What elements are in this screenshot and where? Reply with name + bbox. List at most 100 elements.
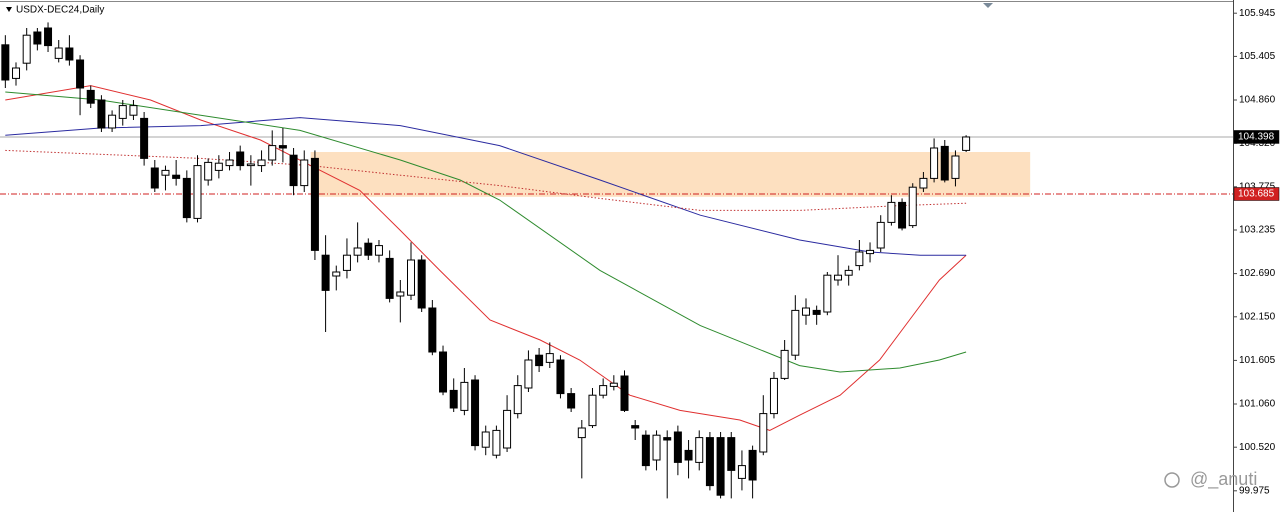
watermark-icon xyxy=(1164,472,1180,488)
candle-body xyxy=(76,59,85,89)
candle-body xyxy=(567,393,576,409)
candle-body xyxy=(652,434,661,461)
candle-body xyxy=(65,47,74,61)
candle-body xyxy=(513,385,522,415)
y-tick-label: 104.860 xyxy=(1239,95,1276,106)
candle-body xyxy=(374,245,383,256)
candle-body xyxy=(556,359,565,395)
candle-body xyxy=(225,159,234,167)
candle-body xyxy=(289,154,298,187)
ma-line xyxy=(5,117,967,256)
candle-body xyxy=(780,349,789,379)
candle-body xyxy=(204,161,213,181)
y-tick-label: 103.775 xyxy=(1239,181,1276,192)
candle-body xyxy=(193,165,202,219)
ma-line xyxy=(5,85,967,431)
candle-body xyxy=(300,159,309,187)
candle-body xyxy=(97,99,106,129)
candle-body xyxy=(695,437,704,463)
last-price-box xyxy=(1233,130,1280,144)
candle-body xyxy=(951,155,960,179)
candle-body xyxy=(855,251,864,267)
candle-body xyxy=(342,254,351,271)
candle-body xyxy=(460,381,469,411)
candle-body xyxy=(930,147,939,179)
candle-body xyxy=(86,89,95,104)
candle-body xyxy=(22,34,31,64)
last-price-label: 104.398 xyxy=(1238,132,1275,143)
candle-body xyxy=(844,269,853,276)
candle-body xyxy=(257,159,266,167)
candle-body xyxy=(705,437,714,487)
candle-body xyxy=(887,201,896,223)
candle-body xyxy=(1,44,10,81)
candle-body xyxy=(588,394,597,427)
candle-body xyxy=(449,389,458,409)
candle-body xyxy=(940,145,949,181)
ma-line xyxy=(5,149,967,211)
candle-body xyxy=(140,117,149,159)
candle-body xyxy=(834,274,843,281)
candle-body xyxy=(310,157,319,251)
candle-body xyxy=(908,186,917,227)
candle-body xyxy=(663,437,672,441)
plot xyxy=(0,22,1233,499)
candle-body xyxy=(769,377,778,415)
candle-body xyxy=(673,431,682,463)
candle-body xyxy=(150,167,159,189)
watermark: @_anuti xyxy=(1190,469,1257,490)
candle-body xyxy=(716,437,725,496)
candle-body xyxy=(684,449,693,461)
candle-body xyxy=(876,221,885,249)
candle-body xyxy=(353,247,362,256)
candle-body xyxy=(332,271,341,277)
candle-body xyxy=(866,249,875,255)
candle-body xyxy=(503,409,512,449)
candle-body xyxy=(545,353,554,363)
candle-body xyxy=(54,47,63,59)
candle-body xyxy=(609,382,618,387)
candle-body xyxy=(172,174,181,179)
y-tick-label: 99.975 xyxy=(1239,485,1270,496)
candle-body xyxy=(439,351,448,393)
candle-body xyxy=(812,309,821,315)
y-tick-label: 102.690 xyxy=(1239,268,1276,279)
candle-body xyxy=(321,254,330,291)
candle-body xyxy=(471,379,480,447)
candle-body xyxy=(12,67,21,79)
candle-body xyxy=(919,177,928,189)
candle-body xyxy=(737,465,746,479)
candle-body xyxy=(246,163,255,167)
level-box xyxy=(1233,187,1280,201)
candle-body xyxy=(801,307,810,316)
candle-body xyxy=(182,177,191,219)
candle-body xyxy=(641,434,650,467)
candle-body xyxy=(823,274,832,313)
y-tick-label: 101.060 xyxy=(1239,399,1276,410)
y-tick-label: 105.945 xyxy=(1239,8,1276,19)
candle-body xyxy=(33,31,42,45)
y-tick-label: 105.405 xyxy=(1239,51,1276,62)
candle-body xyxy=(396,291,405,297)
candle-body xyxy=(492,429,501,456)
y-tick-label: 101.605 xyxy=(1239,355,1276,366)
candle-body xyxy=(118,105,127,119)
candle-body xyxy=(407,259,415,296)
chart-title: USDX-DEC24,Daily xyxy=(16,5,104,16)
y-tick-label: 103.235 xyxy=(1239,225,1276,236)
candle-body xyxy=(727,437,736,471)
candle-body xyxy=(481,431,490,448)
candle-body xyxy=(385,257,394,299)
candle-body xyxy=(759,413,768,453)
candle-body xyxy=(620,375,629,411)
candle-body xyxy=(214,162,223,171)
scroll-marker xyxy=(983,3,993,8)
y-tick-label: 102.150 xyxy=(1239,311,1276,322)
candle-body xyxy=(631,425,640,429)
candle-body xyxy=(748,449,757,481)
candle-body xyxy=(278,145,287,149)
candle-body xyxy=(417,259,426,309)
